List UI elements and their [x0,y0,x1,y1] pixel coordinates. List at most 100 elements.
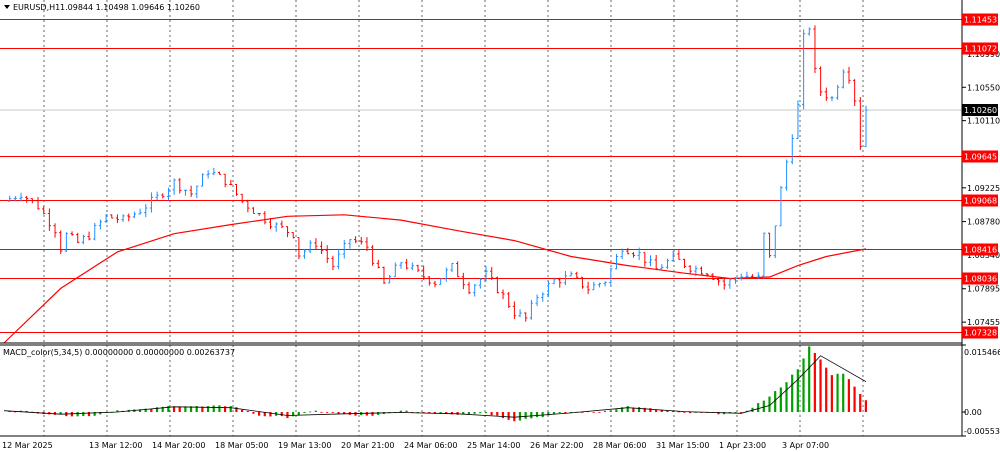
level-tag [962,42,998,55]
histogram-bar [473,412,476,414]
time-tick-label: 1 Apr 23:00 [719,441,766,450]
histogram-bar [138,409,142,413]
histogram-bar [439,412,442,414]
histogram-bar [365,412,368,416]
histogram-bar [263,412,266,417]
histogram-bar [59,412,62,415]
collapse-triangle-icon[interactable] [4,5,10,9]
macd-signal [3,355,867,418]
level-tag [962,243,998,256]
histogram-bar [501,412,505,419]
histogram-bar [649,408,652,413]
histogram-bar [785,382,788,413]
histogram-bar [740,412,743,413]
level-tag [962,13,998,26]
time-tick-label: 14 Mar 20:00 [152,441,205,450]
histogram-bar [303,412,306,414]
symbol-label: EURUSD,H1 [13,3,60,12]
histogram-bar [757,403,760,413]
histogram-bar [252,412,255,414]
histogram-bar [734,412,737,413]
histogram-bar [859,394,862,413]
indicator-tick-label: 0.00 [964,408,982,417]
current-price-label: 1.10260 [964,106,997,115]
histogram-bar [762,400,765,413]
histogram-bar [569,412,573,413]
time-tick-label: 13 Mar 12:00 [89,441,142,450]
level-tag-label: 1.08416 [964,246,997,255]
histogram-bar [99,412,102,415]
time-tick-label: 19 Mar 13:00 [278,441,331,450]
histogram-bar [309,411,312,413]
histogram-bar [297,412,300,416]
indicator-tick-label: -0.0055345 [964,427,1000,436]
histogram-bar [791,374,794,413]
indicator-grid [43,345,864,436]
histogram-bar [8,410,11,413]
histogram-bar [484,412,488,414]
histogram-bar [552,412,556,415]
histogram-bar [70,412,74,417]
histogram-bar [467,412,471,415]
price-tick-label: 1.10110 [967,117,1000,126]
histogram-bar [558,412,561,413]
histogram-bar [632,407,635,413]
histogram-bar [229,406,232,413]
price-levels [0,19,962,333]
histogram-bar [774,391,777,413]
histogram-bar [218,405,221,413]
histogram-bar [240,409,244,413]
histogram-bar [53,412,57,415]
histogram-bar [677,411,680,413]
histogram-bar [269,412,272,417]
histogram-bar [830,375,833,413]
level-tag [962,272,998,285]
histogram-bar [257,412,261,416]
histogram-bar [768,396,771,413]
time-axis[interactable]: 12 Mar 2025 13 Mar 12:00 14 Mar 20:00 18 Ma… [2,441,829,450]
histogram-bar [683,412,686,413]
level-tag-label: 1.07328 [964,329,997,338]
time-tick-label: 25 Mar 14:00 [467,441,520,450]
histogram-bar [161,406,164,413]
histogram-bar [842,373,845,413]
histogram-bar [178,406,181,413]
histogram-bar [320,412,323,413]
histogram-bar [150,408,153,413]
histogram-bar [847,379,850,413]
histogram-bar [235,407,238,413]
histogram-bar [223,406,227,413]
histogram-bar [864,400,867,413]
level-tag [962,150,998,163]
price-tick-label: 1.08780 [967,218,1000,227]
histogram-bar [825,367,828,413]
histogram-bar [666,410,669,413]
histogram-bar [836,373,839,413]
histogram-bar [813,352,816,413]
histogram-bar [343,412,346,415]
level-tag [962,326,998,339]
price-tick-label: 1.07895 [967,285,1000,294]
indicator-axis[interactable]: 0.0154669 0.00 -0.0055345 [962,344,1000,437]
histogram-bar [445,412,448,415]
histogram-bar [615,409,618,413]
histogram-bar [507,412,510,420]
histogram-bar [93,412,96,416]
price-tick-label: 1.10550 [967,83,1000,92]
time-tick-label: 12 Mar 2025 [2,441,53,450]
price-tick-label: 1.07455 [967,318,1000,327]
histogram-bar [292,412,295,417]
histogram-bar [189,406,193,413]
time-tick-label: 24 Mar 06:00 [404,441,457,450]
histogram-bar [172,406,176,413]
histogram-bar [195,406,198,413]
histogram-bar [802,358,805,413]
histogram-bar [541,412,544,418]
histogram-bar [626,406,629,413]
histogram-bar [280,412,283,417]
time-tick-label: 26 Mar 22:00 [530,441,583,450]
level-tag-label: 1.11072 [964,45,997,54]
histogram-bar [331,412,334,413]
price-axis[interactable]: 1.109901.105501.101101.092251.087801.083… [961,0,1000,436]
